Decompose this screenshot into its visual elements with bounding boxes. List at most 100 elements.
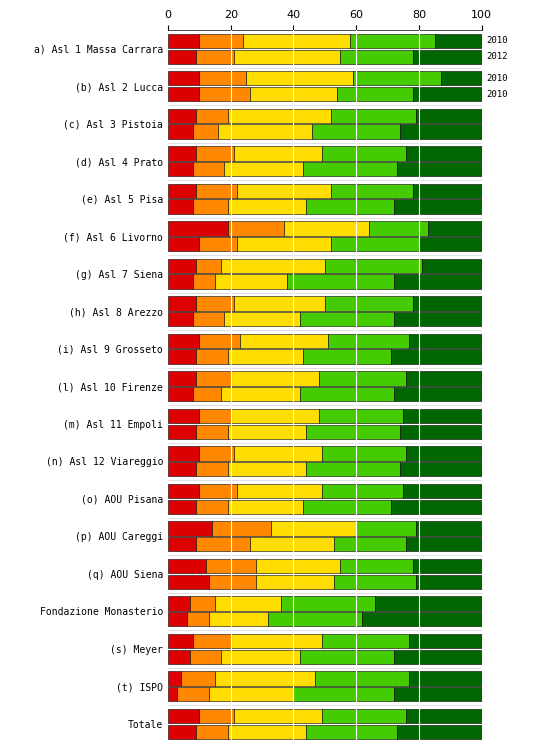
Bar: [231, 371, 319, 386]
Bar: [199, 334, 240, 348]
Bar: [403, 484, 482, 498]
Bar: [306, 462, 400, 476]
Bar: [394, 274, 482, 289]
Bar: [394, 687, 482, 701]
Bar: [209, 687, 293, 701]
Bar: [196, 500, 227, 514]
Bar: [221, 259, 325, 273]
Bar: [168, 521, 212, 536]
Bar: [227, 221, 284, 236]
Bar: [196, 50, 234, 64]
Bar: [212, 521, 272, 536]
Bar: [168, 87, 199, 101]
Bar: [168, 724, 196, 739]
Bar: [231, 634, 321, 648]
Bar: [227, 424, 306, 439]
Bar: [168, 350, 196, 364]
Bar: [199, 409, 231, 423]
Bar: [168, 371, 196, 386]
Bar: [168, 650, 190, 664]
Text: 2012: 2012: [486, 53, 508, 62]
Bar: [340, 50, 413, 64]
Bar: [168, 200, 193, 214]
Bar: [394, 387, 482, 401]
Bar: [168, 312, 193, 326]
Bar: [168, 109, 196, 123]
Bar: [407, 709, 482, 723]
Bar: [400, 124, 482, 139]
Bar: [303, 500, 391, 514]
Bar: [328, 334, 409, 348]
Bar: [227, 724, 306, 739]
Bar: [215, 671, 315, 686]
Bar: [196, 109, 227, 123]
Bar: [281, 596, 375, 610]
Bar: [237, 237, 331, 251]
Bar: [409, 334, 482, 348]
Bar: [400, 462, 482, 476]
Bar: [193, 634, 231, 648]
Bar: [168, 612, 187, 626]
Bar: [368, 221, 428, 236]
Bar: [256, 574, 334, 589]
Bar: [180, 671, 215, 686]
Bar: [403, 409, 482, 423]
Bar: [168, 237, 199, 251]
Bar: [250, 87, 337, 101]
Bar: [413, 559, 482, 573]
Bar: [407, 446, 482, 460]
Text: 2010: 2010: [486, 74, 508, 83]
Bar: [441, 71, 482, 86]
Bar: [199, 484, 237, 498]
Bar: [193, 124, 218, 139]
Bar: [237, 484, 321, 498]
Bar: [356, 521, 416, 536]
Bar: [287, 274, 394, 289]
Bar: [268, 612, 362, 626]
Bar: [168, 334, 199, 348]
Bar: [168, 446, 199, 460]
Bar: [234, 709, 321, 723]
Bar: [321, 634, 409, 648]
Bar: [168, 537, 196, 551]
Bar: [391, 500, 482, 514]
Bar: [196, 296, 234, 310]
Text: 2010: 2010: [486, 90, 508, 99]
Bar: [168, 259, 196, 273]
Bar: [196, 259, 221, 273]
Bar: [413, 184, 482, 198]
Bar: [187, 612, 209, 626]
Bar: [227, 350, 303, 364]
Bar: [196, 184, 237, 198]
Bar: [416, 521, 482, 536]
Bar: [168, 687, 178, 701]
Bar: [231, 409, 319, 423]
Bar: [168, 387, 193, 401]
Bar: [199, 237, 237, 251]
Bar: [168, 409, 199, 423]
Bar: [422, 259, 482, 273]
Bar: [303, 350, 391, 364]
Bar: [168, 296, 196, 310]
Bar: [234, 296, 325, 310]
Bar: [199, 71, 246, 86]
Bar: [199, 709, 234, 723]
Bar: [321, 484, 403, 498]
Bar: [168, 146, 196, 160]
Bar: [221, 650, 300, 664]
Text: 2010: 2010: [486, 36, 508, 45]
Bar: [394, 200, 482, 214]
Bar: [375, 596, 482, 610]
Bar: [391, 350, 482, 364]
Bar: [168, 574, 209, 589]
Bar: [168, 162, 193, 176]
Bar: [227, 462, 306, 476]
Bar: [206, 559, 256, 573]
Bar: [209, 612, 268, 626]
Bar: [321, 709, 407, 723]
Bar: [199, 87, 250, 101]
Bar: [353, 71, 441, 86]
Bar: [168, 50, 196, 64]
Bar: [196, 462, 227, 476]
Bar: [300, 312, 394, 326]
